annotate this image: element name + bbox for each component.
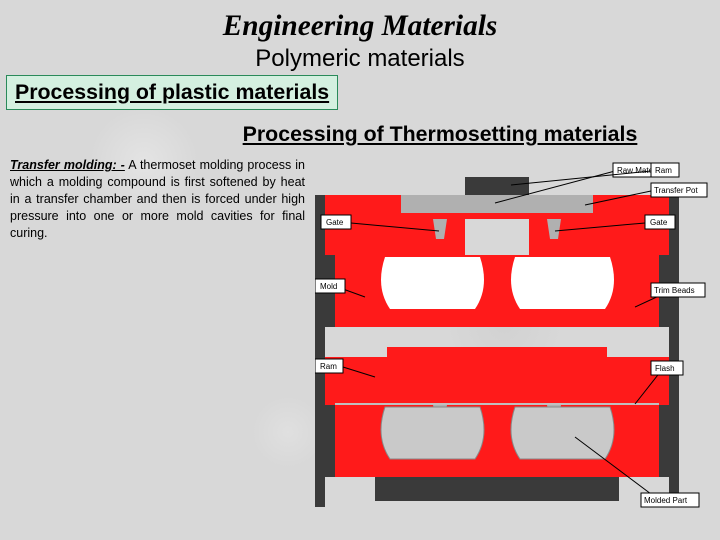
label-gate-left: Gate	[326, 218, 344, 227]
content-row: Transfer molding: - A thermoset molding …	[0, 157, 720, 517]
label-gate-right: Gate	[650, 218, 668, 227]
page-title: Engineering Materials	[0, 0, 720, 43]
label-ram-top: Ram	[655, 166, 672, 175]
section-heading-box: Processing of plastic materials	[6, 75, 338, 110]
page-subtitle: Polymeric materials	[0, 45, 720, 73]
subsection-heading: Processing of Thermosetting materials	[160, 122, 720, 147]
label-molded-part: Molded Part	[644, 496, 688, 505]
label-ram-bottom: Ram	[320, 362, 337, 371]
label-mold: Mold	[320, 282, 337, 291]
label-transfer-pot: Transfer Pot	[654, 186, 698, 195]
label-trim-beads: Trim Beads	[654, 286, 695, 295]
paragraph-lead: Transfer molding: -	[10, 158, 125, 172]
transfer-molding-diagram: Raw Material Ram Transfer Pot Gate Gate	[315, 157, 710, 517]
label-flash: Flash	[655, 364, 675, 373]
paragraph-block: Transfer molding: - A thermoset molding …	[10, 157, 305, 517]
